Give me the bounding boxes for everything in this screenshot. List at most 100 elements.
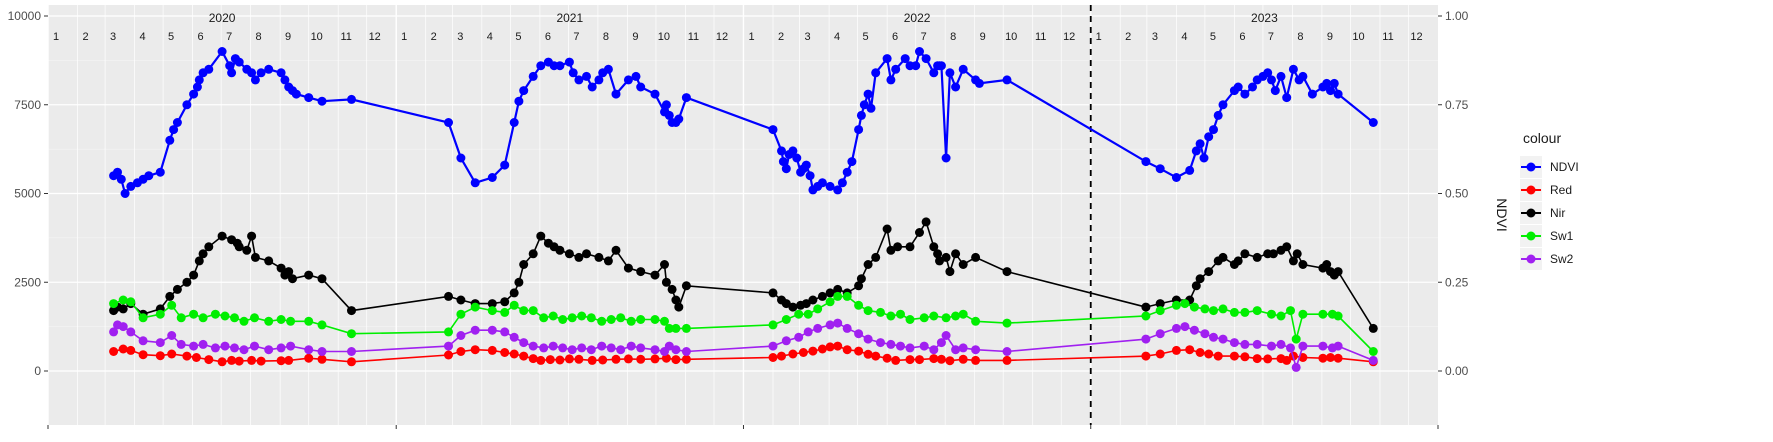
- legend-title: colour: [1523, 130, 1561, 146]
- data-point-sw2: [487, 325, 497, 335]
- data-point-ndvi: [792, 153, 802, 163]
- data-point-red: [598, 355, 608, 365]
- month-label: 9: [632, 31, 638, 43]
- data-point-sw1: [660, 316, 669, 326]
- data-point-sw1: [519, 306, 529, 316]
- data-point-ndvi: [929, 68, 939, 78]
- data-point-sw1: [567, 313, 577, 323]
- month-label: 1: [401, 31, 407, 43]
- month-label: 5: [515, 31, 521, 43]
- data-point-ndvi: [234, 57, 244, 67]
- data-point-red: [247, 355, 257, 365]
- data-point-sw2: [636, 343, 646, 353]
- data-point-ndvi: [192, 82, 202, 92]
- data-point-nir: [1218, 252, 1228, 262]
- data-point-ndvi: [1141, 157, 1151, 167]
- legend-key-point: [1526, 254, 1536, 264]
- data-point-nir: [951, 249, 961, 259]
- data-point-sw1: [210, 309, 220, 319]
- series-ndvi: [109, 47, 1378, 198]
- data-point-sw1: [951, 311, 961, 321]
- data-point-red: [1333, 353, 1343, 363]
- data-point-nir: [1155, 299, 1165, 309]
- data-point-sw1: [1171, 300, 1181, 310]
- data-point-sw1: [586, 313, 596, 323]
- data-point-nir: [165, 291, 175, 301]
- data-point-ndvi: [882, 54, 892, 64]
- data-point-sw2: [1171, 323, 1181, 333]
- data-point-sw1: [286, 316, 296, 326]
- data-point-sw2: [1276, 339, 1286, 349]
- data-point-ndvi: [1199, 153, 1209, 163]
- data-point-red: [564, 354, 574, 364]
- data-point-red: [958, 354, 968, 364]
- month-label: 9: [1327, 31, 1333, 43]
- data-point-ndvi: [1185, 165, 1195, 175]
- data-point-nir: [915, 228, 924, 237]
- data-point-red: [1204, 349, 1214, 359]
- data-point-ndvi: [444, 118, 453, 127]
- data-point-sw1: [1368, 347, 1378, 356]
- legend: colour NDVI Red Nir Sw1 Sw2: [1520, 130, 1579, 270]
- y2-axis-title: NDVI: [1494, 198, 1510, 231]
- month-label: 3: [457, 31, 463, 43]
- data-point-sw2: [276, 343, 286, 353]
- data-point-nir: [660, 260, 669, 269]
- data-point-nir: [945, 267, 955, 277]
- data-point-nir: [1368, 323, 1378, 333]
- data-point-nir: [247, 231, 257, 241]
- data-point-ndvi: [169, 125, 179, 135]
- data-point-ndvi: [1333, 89, 1343, 99]
- data-point-red: [1185, 345, 1195, 355]
- data-point-ndvi: [1209, 125, 1218, 135]
- year-label: 2023: [1251, 11, 1278, 25]
- data-point-red: [636, 354, 646, 364]
- data-point-ndvi: [837, 178, 847, 188]
- data-point-sw1: [1267, 309, 1276, 319]
- data-point-red: [971, 355, 981, 365]
- y2-tick-label: 1.00: [1445, 9, 1469, 23]
- data-point-sw2: [210, 343, 220, 353]
- data-point-ndvi: [842, 167, 852, 177]
- data-point-nir: [304, 270, 314, 280]
- data-point-ndvi: [509, 118, 519, 127]
- data-point-ndvi: [291, 89, 301, 99]
- data-point-red: [444, 350, 453, 360]
- data-point-ndvi: [1326, 86, 1335, 96]
- data-point-red: [1282, 355, 1292, 365]
- month-label: 8: [1297, 31, 1303, 43]
- data-point-sw1: [876, 307, 885, 317]
- data-point-nir: [1298, 260, 1308, 269]
- data-point-sw1: [118, 295, 128, 305]
- legend-label-nir: Nir: [1550, 206, 1565, 220]
- data-point-sw2: [1240, 339, 1250, 349]
- data-point-red: [138, 350, 148, 360]
- data-point-sw1: [842, 291, 852, 301]
- data-point-sw1: [671, 323, 681, 333]
- data-point-red: [1002, 355, 1012, 365]
- data-point-red: [500, 348, 510, 357]
- data-point-ndvi: [536, 61, 546, 71]
- data-point-ndvi: [856, 110, 866, 120]
- month-label: 7: [573, 31, 579, 43]
- data-point-ndvi: [487, 173, 497, 182]
- data-point-ndvi: [1322, 78, 1332, 88]
- data-point-ndvi: [514, 96, 524, 106]
- data-point-sw2: [189, 341, 199, 351]
- month-label: 12: [716, 31, 728, 43]
- data-point-sw1: [905, 315, 915, 324]
- data-point-nir: [1268, 249, 1278, 259]
- data-point-sw2: [1229, 338, 1239, 348]
- data-point-nir: [487, 299, 497, 309]
- data-point-red: [833, 341, 843, 351]
- data-point-ndvi: [817, 178, 827, 188]
- data-point-sw2: [286, 341, 296, 351]
- data-point-nir: [808, 295, 818, 305]
- data-point-ndvi: [915, 47, 924, 56]
- data-point-sw1: [220, 311, 230, 321]
- data-point-sw1: [781, 315, 791, 324]
- data-point-ndvi: [1270, 86, 1280, 96]
- data-point-sw1: [863, 306, 873, 316]
- data-point-sw2: [886, 339, 896, 349]
